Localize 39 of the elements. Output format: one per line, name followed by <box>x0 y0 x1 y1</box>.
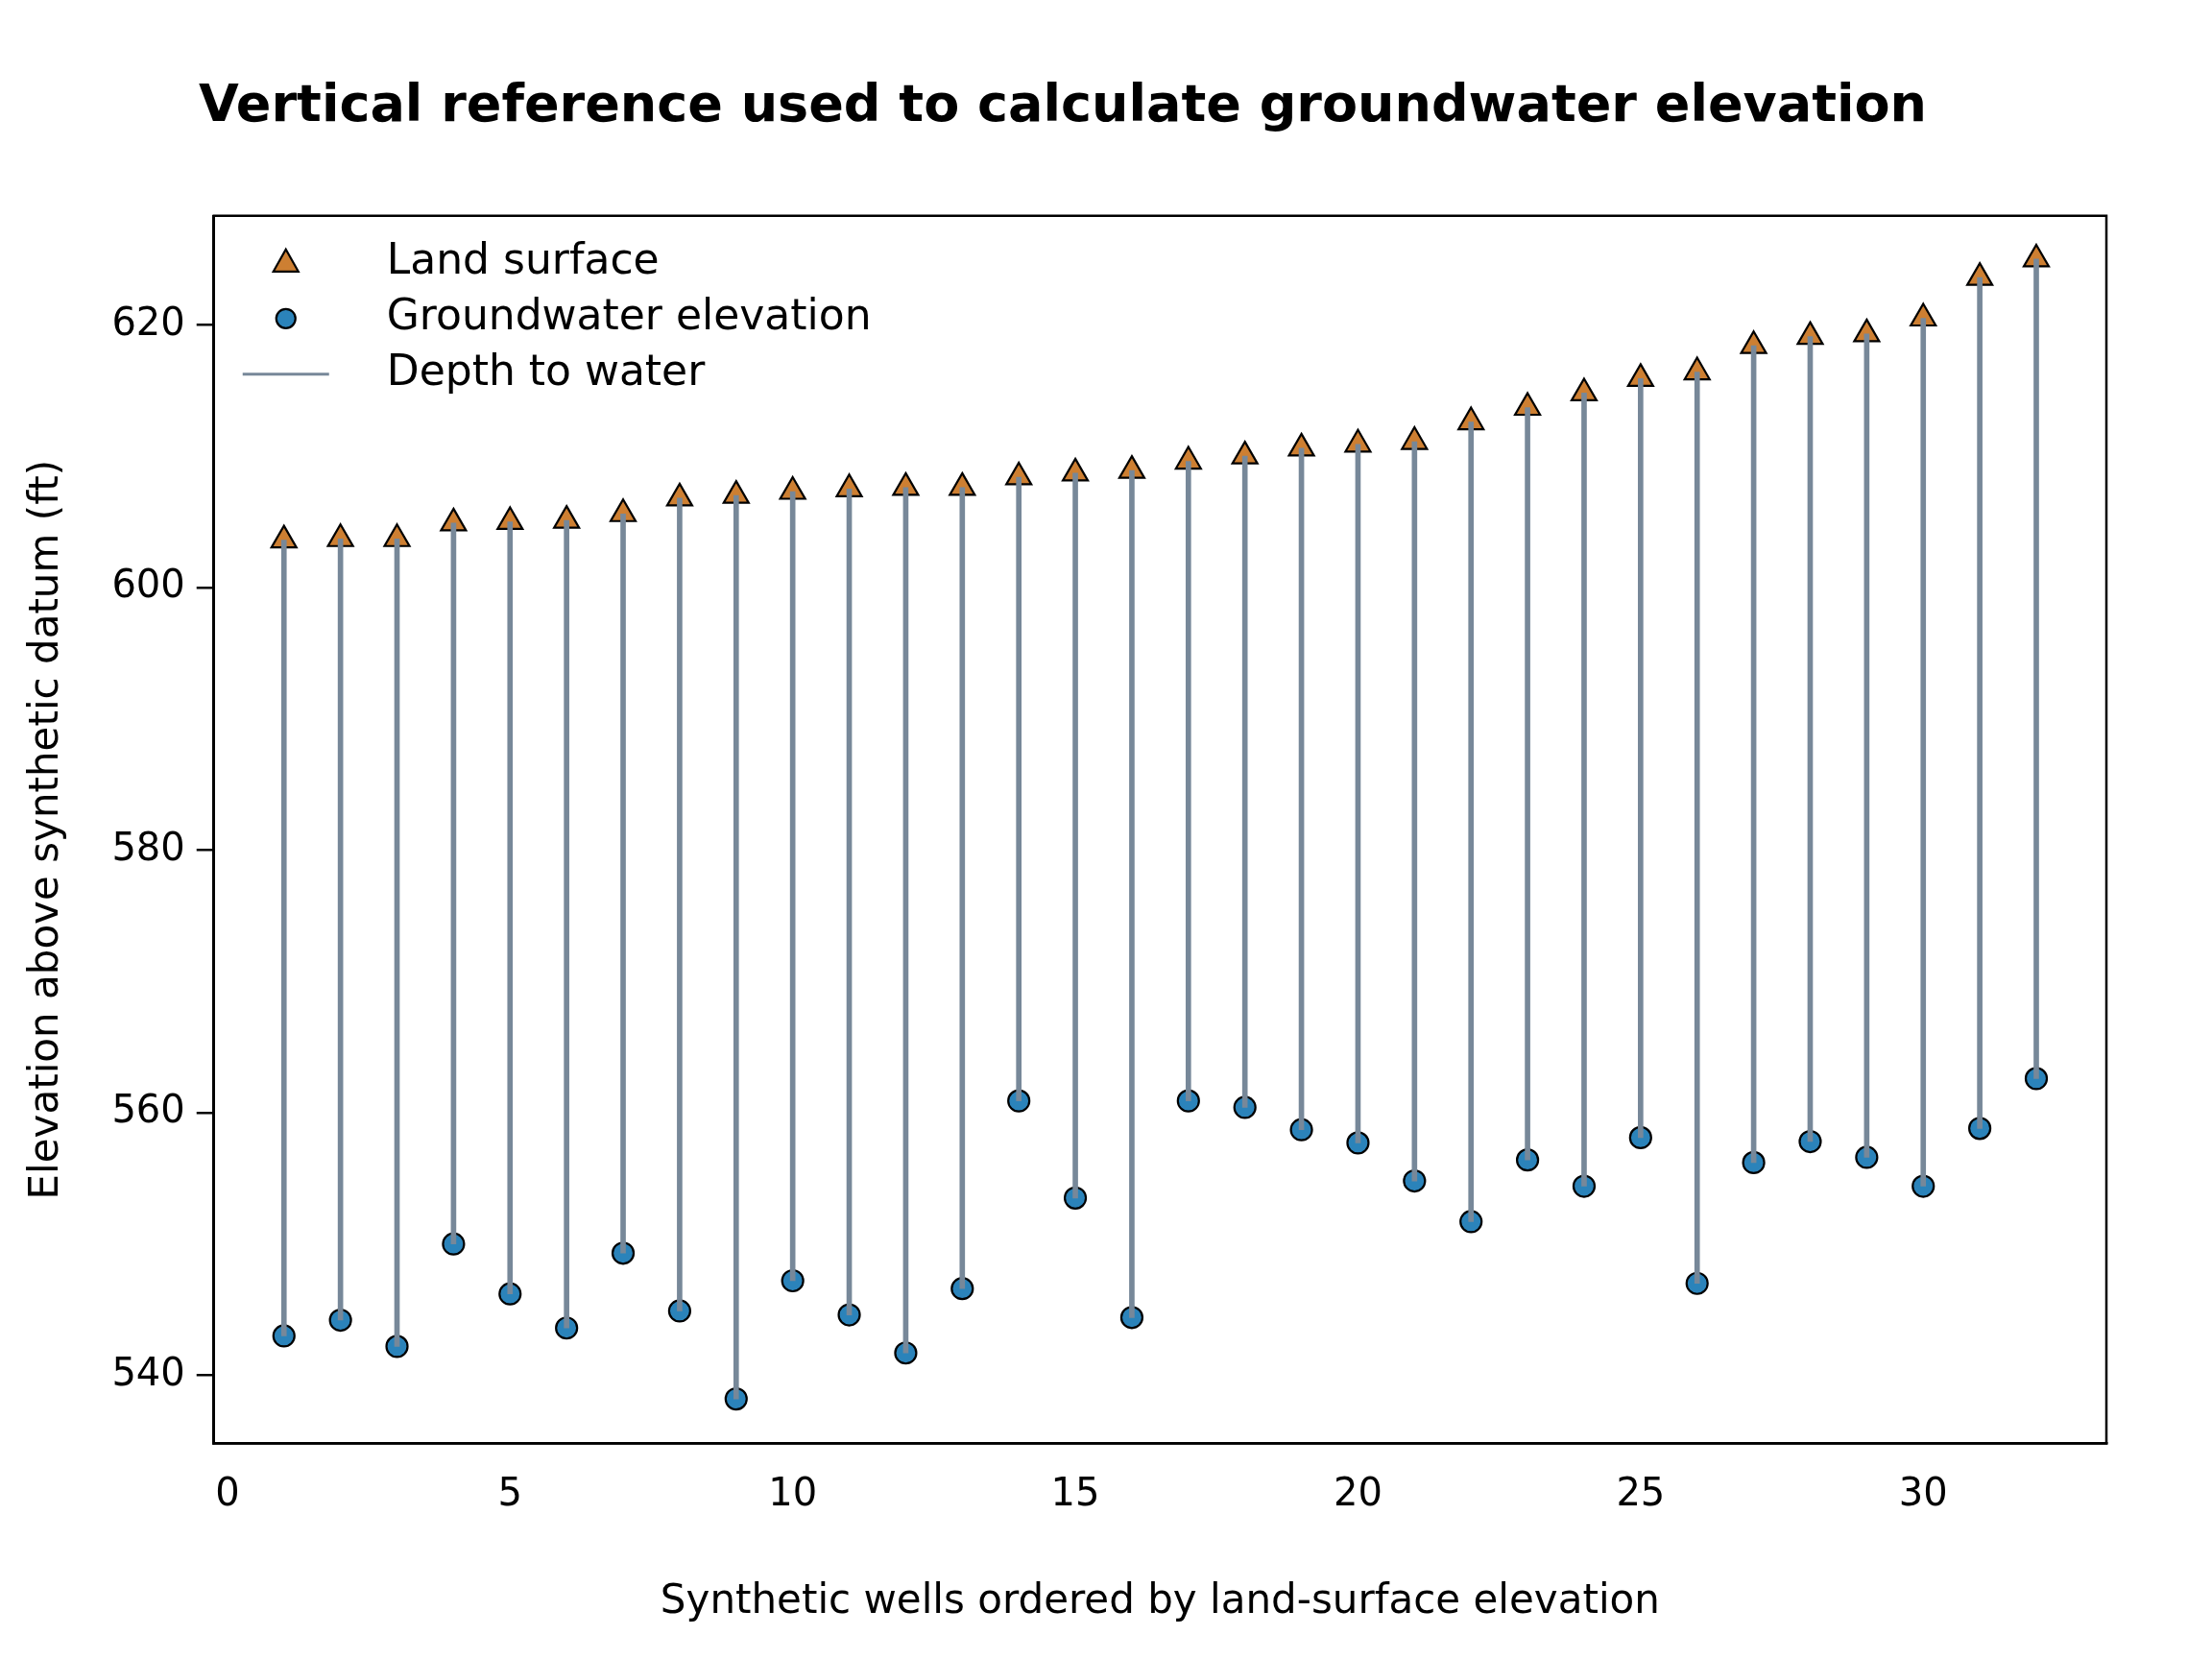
bar <box>564 519 569 1329</box>
bar <box>1129 469 1135 1318</box>
bar <box>1072 472 1078 1199</box>
bar <box>280 540 287 1336</box>
bar <box>1411 441 1418 1182</box>
bar <box>1468 421 1475 1222</box>
x-tick-label: 15 <box>1050 1469 1100 1514</box>
bar <box>620 513 626 1254</box>
bar <box>1525 407 1530 1161</box>
x-tick-label: 0 <box>215 1469 240 1514</box>
x-tick-label: 25 <box>1616 1469 1666 1514</box>
bar <box>507 521 514 1295</box>
y-tick-label: 540 <box>111 1349 185 1394</box>
y-tick-label: 560 <box>111 1087 185 1132</box>
legend-label: Land surface <box>386 234 660 284</box>
bar <box>1977 276 1983 1129</box>
y-tick-label: 620 <box>111 299 185 344</box>
bar <box>733 494 739 1400</box>
x-tick-label: 10 <box>768 1469 818 1514</box>
bar <box>1638 378 1644 1139</box>
y-tick-label: 600 <box>111 562 185 607</box>
x-tick-label: 30 <box>1898 1469 1948 1514</box>
legend-label: Depth to water <box>386 346 707 396</box>
bar <box>1694 372 1700 1285</box>
bar <box>1241 455 1248 1108</box>
bar <box>959 487 966 1289</box>
bar <box>2033 258 2039 1079</box>
x-tick-label: 20 <box>1334 1469 1382 1514</box>
bar <box>677 497 683 1311</box>
legend-label: Groundwater elevation <box>386 290 872 340</box>
bar <box>1016 476 1022 1101</box>
bar <box>1581 393 1587 1187</box>
chart-title: Vertical reference used to calculate groundwater elevation <box>198 73 1928 134</box>
x-axis-title: Synthetic wells ordered by land-surface elevation <box>660 1575 1660 1623</box>
x-tick-label: 5 <box>497 1469 522 1514</box>
bar <box>1920 318 1927 1187</box>
bar <box>1185 461 1191 1101</box>
y-axis-title: Elevation above synthetic datum (ft) <box>20 459 68 1200</box>
y-tick-label: 580 <box>111 824 185 869</box>
